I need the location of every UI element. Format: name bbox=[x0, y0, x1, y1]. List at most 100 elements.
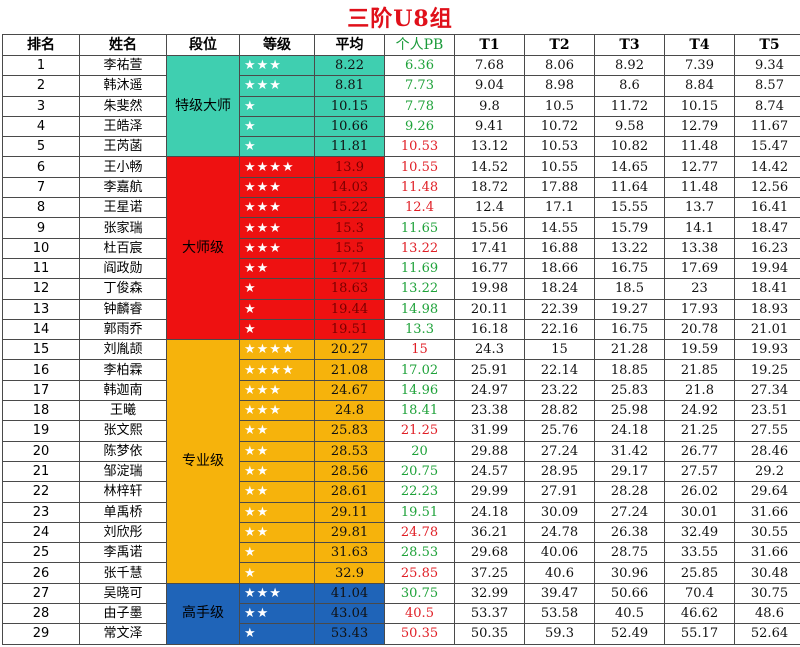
table-row: 18 王曦 ★★★ 24.8 18.41 23.38 28.82 25.98 24.92 23.5… bbox=[2, 400, 800, 422]
pb-cell: 14.98 bbox=[384, 298, 455, 320]
t4-cell: 17.93 bbox=[664, 298, 735, 320]
t3-cell: 25.83 bbox=[594, 379, 665, 402]
table-row: 10 杜百宸 ★★★ 15.5 13.22 17.41 16.88 13.22 13.38 16.… bbox=[2, 237, 800, 259]
header-t4: T4 bbox=[664, 34, 735, 56]
t3-cell: 16.75 bbox=[594, 318, 665, 341]
t4-cell: 55.17 bbox=[664, 623, 735, 645]
average-cell: 28.61 bbox=[314, 481, 385, 503]
level-stars: ★ bbox=[239, 562, 315, 584]
rank-cell: 7 bbox=[2, 176, 80, 199]
rank-cell: 8 bbox=[2, 197, 80, 219]
t4-cell: 21.8 bbox=[664, 379, 735, 402]
rank-cell: 2 bbox=[2, 75, 80, 97]
t3-cell: 13.22 bbox=[594, 237, 665, 259]
t5-cell: 8.57 bbox=[734, 75, 800, 97]
pb-cell: 7.73 bbox=[384, 75, 455, 97]
pb-cell: 50.35 bbox=[384, 623, 455, 645]
average-cell: 28.56 bbox=[314, 460, 385, 483]
average-cell: 14.03 bbox=[314, 176, 385, 199]
rank-cell: 4 bbox=[2, 115, 80, 138]
average-cell: 10.66 bbox=[314, 115, 385, 138]
table-row: 23 单禹桥 ★★ 29.11 19.51 24.18 30.09 27.24 30.01 31.… bbox=[2, 501, 800, 523]
pb-cell: 19.51 bbox=[384, 501, 455, 523]
t4-cell: 7.39 bbox=[664, 54, 735, 77]
table-row: 24 刘欣彤 ★★ 29.81 24.78 36.21 24.78 26.38 32.49 30.… bbox=[2, 521, 800, 544]
level-stars: ★★★ bbox=[239, 197, 315, 219]
level-stars: ★ bbox=[239, 298, 315, 320]
level-stars: ★★ bbox=[239, 440, 315, 462]
header-level: 等级 bbox=[239, 34, 315, 56]
t2-cell: 22.39 bbox=[524, 298, 595, 320]
t1-cell: 17.41 bbox=[454, 237, 525, 259]
table-row: 11 阎政勋 ★★ 17.71 11.69 16.77 18.66 16.75 17.69 19.… bbox=[2, 257, 800, 280]
t5-cell: 12.56 bbox=[734, 176, 800, 199]
t1-cell: 9.41 bbox=[454, 115, 525, 138]
t5-cell: 29.64 bbox=[734, 481, 800, 503]
average-cell: 10.15 bbox=[314, 95, 385, 117]
name-cell: 王星诺 bbox=[79, 197, 167, 219]
level-stars: ★ bbox=[239, 95, 315, 117]
rank-cell: 9 bbox=[2, 217, 80, 239]
level-stars: ★★ bbox=[239, 603, 315, 625]
level-stars: ★★ bbox=[239, 460, 315, 483]
t3-cell: 40.5 bbox=[594, 603, 665, 625]
t5-cell: 48.6 bbox=[734, 603, 800, 625]
t1-cell: 9.8 bbox=[454, 95, 525, 117]
level-stars: ★★ bbox=[239, 501, 315, 523]
rank-cell: 1 bbox=[2, 54, 80, 77]
name-cell: 韩沐遥 bbox=[79, 75, 167, 97]
t4-cell: 23 bbox=[664, 278, 735, 300]
t3-cell: 11.72 bbox=[594, 95, 665, 117]
t4-cell: 17.69 bbox=[664, 257, 735, 280]
pb-cell: 9.26 bbox=[384, 115, 455, 138]
average-cell: 20.27 bbox=[314, 339, 385, 361]
t5-cell: 15.47 bbox=[734, 136, 800, 158]
rank-cell: 6 bbox=[2, 156, 80, 178]
t5-cell: 18.47 bbox=[734, 217, 800, 239]
t2-cell: 27.91 bbox=[524, 481, 595, 503]
t1-cell: 23.38 bbox=[454, 400, 525, 422]
table-row: 15 刘胤颉 专业级 ★★★★ 20.27 15 24.3 15 21.28 19.59 19.93 bbox=[2, 339, 800, 584]
t3-cell: 19.27 bbox=[594, 298, 665, 320]
level-stars: ★★★ bbox=[239, 379, 315, 402]
t5-cell: 52.64 bbox=[734, 623, 800, 645]
rank-cell: 27 bbox=[2, 582, 80, 605]
t2-cell: 15 bbox=[524, 339, 595, 361]
table-row: 5 王芮菡 ★ 11.81 10.53 13.12 10.53 10.82 11.48 15.47 bbox=[2, 136, 800, 158]
t2-cell: 22.14 bbox=[524, 359, 595, 381]
t3-cell: 25.98 bbox=[594, 400, 665, 422]
t4-cell: 11.48 bbox=[664, 176, 735, 199]
t1-cell: 53.37 bbox=[454, 603, 525, 625]
average-cell: 25.83 bbox=[314, 420, 385, 442]
pb-cell: 18.41 bbox=[384, 400, 455, 422]
t2-cell: 39.47 bbox=[524, 582, 595, 605]
average-cell: 15.3 bbox=[314, 217, 385, 239]
t4-cell: 33.55 bbox=[664, 542, 735, 564]
table-row: 21 邹淀瑞 ★★ 28.56 20.75 24.57 28.95 29.17 27.57 29.… bbox=[2, 460, 800, 483]
pb-cell: 13.3 bbox=[384, 318, 455, 341]
t3-cell: 10.82 bbox=[594, 136, 665, 158]
t4-cell: 19.59 bbox=[664, 339, 735, 361]
rank-cell: 16 bbox=[2, 359, 80, 381]
pb-cell: 30.75 bbox=[384, 582, 455, 605]
pb-cell: 24.78 bbox=[384, 521, 455, 544]
name-cell: 韩迦南 bbox=[79, 379, 167, 402]
table-row: 9 张家瑞 ★★★ 15.3 11.65 15.56 14.55 15.79 14.1 18.47 bbox=[2, 217, 800, 239]
table-row: 26 张千慧 ★ 32.9 25.85 37.25 40.6 30.96 25.85 30.48 bbox=[2, 562, 800, 584]
t3-cell: 8.92 bbox=[594, 54, 665, 77]
t4-cell: 12.77 bbox=[664, 156, 735, 178]
level-stars: ★ bbox=[239, 136, 315, 158]
level-stars: ★ bbox=[239, 542, 315, 564]
t5-cell: 8.74 bbox=[734, 95, 800, 117]
rank-cell: 15 bbox=[2, 339, 80, 361]
average-cell: 53.43 bbox=[314, 623, 385, 645]
t1-cell: 16.77 bbox=[454, 257, 525, 280]
level-stars: ★★★★ bbox=[239, 359, 315, 381]
name-cell: 单禹桥 bbox=[79, 501, 167, 523]
name-cell: 张千慧 bbox=[79, 562, 167, 584]
header-t5: T5 bbox=[734, 34, 800, 56]
t4-cell: 46.62 bbox=[664, 603, 735, 625]
t1-cell: 29.88 bbox=[454, 440, 525, 462]
t5-cell: 21.01 bbox=[734, 318, 800, 341]
t3-cell: 18.85 bbox=[594, 359, 665, 381]
